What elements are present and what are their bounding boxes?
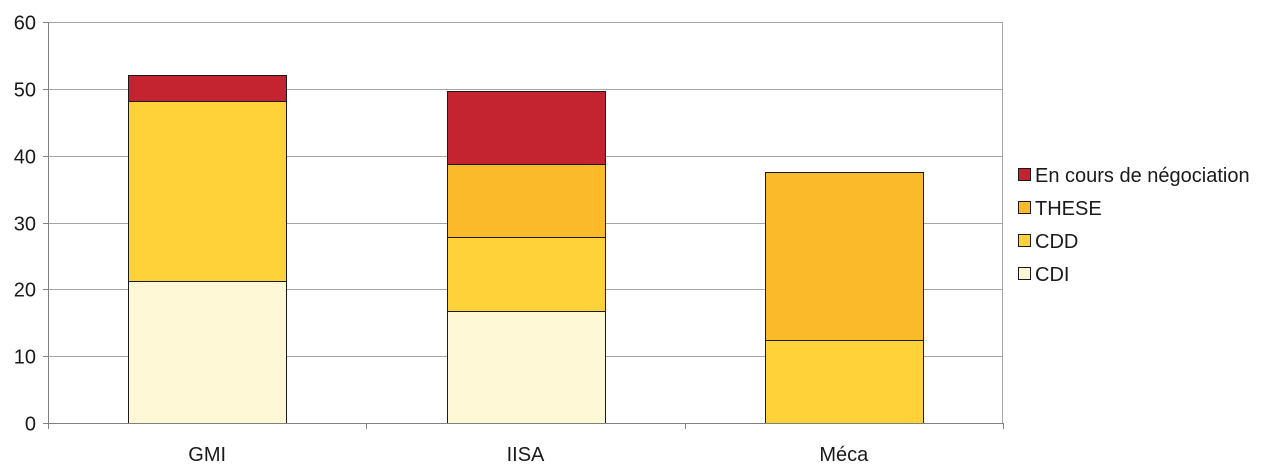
legend-label: En cours de négociation xyxy=(1035,165,1250,187)
bar-gmi-en-cours-de-n-gociation xyxy=(128,75,287,102)
bar-m-ca-these xyxy=(765,172,924,341)
bar-iisa-cdd xyxy=(447,237,606,312)
y-tick-label: 20 xyxy=(14,280,36,302)
bar-m-ca-cdd xyxy=(765,340,924,424)
x-tick-label: Méca xyxy=(819,444,869,466)
axes: 0 10 20 30 40 50 60 GMI IISA Méca xyxy=(14,13,1004,466)
legend-swatch xyxy=(1018,267,1031,280)
y-tick-label: 50 xyxy=(14,80,36,102)
x-tick-label: GMI xyxy=(188,444,226,466)
y-tick-label: 0 xyxy=(25,414,36,436)
x-tick-label: IISA xyxy=(507,444,545,466)
legend-swatch xyxy=(1018,201,1031,214)
y-tick-label: 40 xyxy=(14,147,36,169)
bars xyxy=(128,75,924,424)
legend-label: THESE xyxy=(1035,198,1102,220)
legend-label: CDD xyxy=(1035,231,1078,253)
bar-iisa-cdi xyxy=(447,311,606,424)
bar-iisa-these xyxy=(447,164,606,238)
y-tick-label: 10 xyxy=(14,347,36,369)
legend: En cours de négociation THESE CDD CDI xyxy=(1018,165,1250,286)
y-tick-label: 30 xyxy=(14,214,36,236)
y-tick-label: 60 xyxy=(14,13,36,35)
bar-iisa-en-cours-de-n-gociation xyxy=(447,91,606,165)
legend-swatch xyxy=(1018,234,1031,247)
bar-gmi-cdd xyxy=(128,101,287,282)
legend-label: CDI xyxy=(1035,264,1069,286)
bar-gmi-cdi xyxy=(128,281,287,424)
legend-swatch xyxy=(1018,168,1031,181)
